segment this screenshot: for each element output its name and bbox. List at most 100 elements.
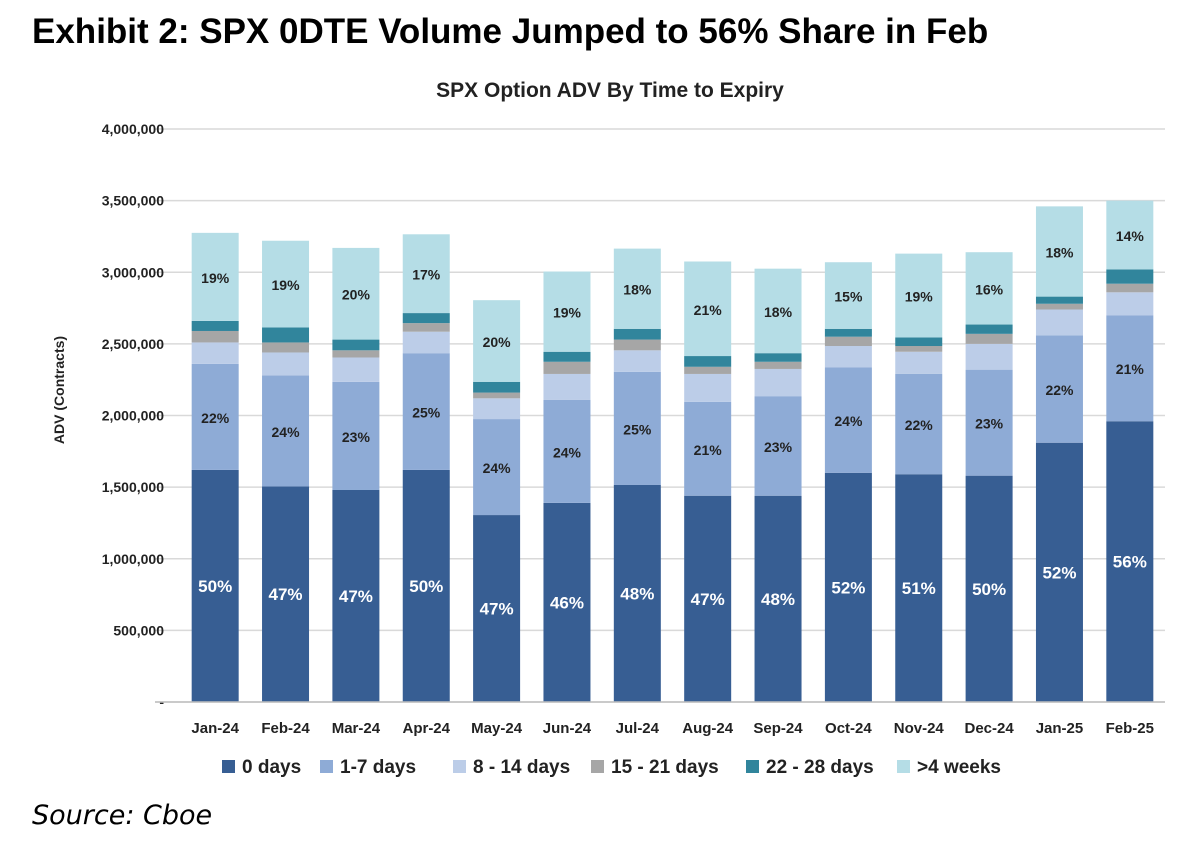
x-tick-label: May-24 xyxy=(471,720,523,737)
bar-segment xyxy=(402,331,450,354)
data-label: 23% xyxy=(342,429,371,445)
bar-segment xyxy=(965,252,1013,325)
y-tick-label: 3,000,000 xyxy=(102,264,164,280)
bar-segment xyxy=(191,320,239,331)
data-label: 16% xyxy=(975,281,1004,297)
x-tick-label: Feb-25 xyxy=(1106,720,1154,737)
bar-segment xyxy=(824,262,872,329)
legend-label: 15 - 21 days xyxy=(611,757,719,778)
data-label: 19% xyxy=(553,305,582,321)
bar-segment xyxy=(754,495,802,702)
bar-segment xyxy=(1035,442,1083,702)
data-label: 47% xyxy=(480,600,514,619)
bar-segment xyxy=(824,367,872,473)
data-label: 47% xyxy=(339,587,373,606)
bar-segment xyxy=(895,346,943,352)
y-tick-label: 1,000,000 xyxy=(102,551,164,567)
x-tick-label: Jun-24 xyxy=(543,720,592,737)
data-label: 18% xyxy=(623,282,652,298)
data-label: 51% xyxy=(902,579,936,598)
bar-segment xyxy=(684,356,732,367)
data-label: 22% xyxy=(1045,382,1074,398)
data-label: 23% xyxy=(975,416,1004,432)
x-tick-label: Sep-24 xyxy=(753,720,803,737)
bar-segment xyxy=(543,351,591,362)
y-tick-label: 1,500,000 xyxy=(102,479,164,495)
bar-segment xyxy=(262,375,310,487)
bar-segment xyxy=(402,353,450,470)
data-label: 22% xyxy=(905,417,934,433)
y-axis-ticks: -500,0001,000,0001,500,0002,000,0002,500… xyxy=(102,121,165,710)
bar-segment xyxy=(613,371,661,485)
data-label: 18% xyxy=(1045,244,1074,260)
x-axis-ticks: Jan-24 Feb-24 Mar-24 Apr-24 May-24 Jun-24 Jul-… xyxy=(155,701,1165,737)
bar-segment xyxy=(684,401,732,496)
y-tick-label: 4,000,000 xyxy=(102,121,164,137)
bar-segment xyxy=(613,339,661,351)
bar-segment xyxy=(473,300,521,382)
data-label: 47% xyxy=(691,590,725,609)
bar-segment xyxy=(824,346,872,368)
data-label: 14% xyxy=(1116,228,1145,244)
bar-segment xyxy=(895,351,943,374)
bar-segment xyxy=(895,253,943,338)
bar-segment xyxy=(613,484,661,702)
data-label: 46% xyxy=(550,593,584,612)
bar-segment xyxy=(895,337,943,347)
y-axis-label: ADV (Contracts) xyxy=(51,336,67,444)
x-tick-label: Feb-24 xyxy=(261,720,310,737)
x-tick-label: Mar-24 xyxy=(332,720,381,737)
bar-segment xyxy=(543,271,591,352)
data-label: 19% xyxy=(201,270,230,286)
data-label: 21% xyxy=(1116,361,1145,377)
bar-segment xyxy=(473,419,521,516)
bar-segment xyxy=(543,399,591,503)
bar-segment xyxy=(1106,292,1154,316)
bar-segment xyxy=(1035,309,1083,336)
bar-segment xyxy=(613,350,661,372)
bar-segment xyxy=(965,333,1013,344)
data-label: 56% xyxy=(1113,553,1147,572)
data-label: 19% xyxy=(272,277,301,293)
bar-segment xyxy=(824,336,872,347)
bar-segment xyxy=(1106,200,1154,270)
legend-label: 22 - 28 days xyxy=(766,757,874,778)
bar-segment xyxy=(402,469,450,702)
bar-segment xyxy=(684,366,732,374)
bar-segment xyxy=(824,472,872,702)
legend-label: >4 weeks xyxy=(917,757,1001,778)
bar-segment xyxy=(402,313,450,324)
x-tick-label: Nov-24 xyxy=(894,720,945,737)
data-label: 15% xyxy=(834,289,863,305)
x-tick-label: Aug-24 xyxy=(682,720,733,737)
bar-segment xyxy=(754,353,802,362)
data-label: 19% xyxy=(905,289,934,305)
bar-segment xyxy=(824,328,872,337)
bar-segment xyxy=(262,486,310,702)
legend: 0 days 1-7 days 8 - 14 days 15 - 21 days 22 … xyxy=(222,757,1001,778)
bar-segment xyxy=(473,392,521,399)
x-tick-label: Jul-24 xyxy=(616,720,660,737)
data-label: 50% xyxy=(198,577,232,596)
data-label: 24% xyxy=(483,460,512,476)
legend-swatch xyxy=(897,760,910,773)
bar-segment xyxy=(1035,206,1083,297)
bar-segment xyxy=(1035,335,1083,443)
bars: 50% 22% 19% 47% 24% 19% 47% 23% 20% 50% 25% 17% 47% 2… xyxy=(191,200,1154,702)
bar-segment xyxy=(754,361,802,369)
bar-segment xyxy=(332,247,380,340)
y-tick-label: 2,000,000 xyxy=(102,408,164,424)
bar-segment xyxy=(1106,269,1154,284)
data-label: 24% xyxy=(272,424,301,440)
bar-segment xyxy=(262,240,310,328)
bar-segment xyxy=(1106,315,1154,422)
data-label: 20% xyxy=(342,287,371,303)
legend-label: 1-7 days xyxy=(340,757,416,778)
x-tick-label: Apr-24 xyxy=(402,720,450,737)
data-label: 21% xyxy=(694,302,723,318)
bar-segment xyxy=(262,327,310,343)
legend-swatch xyxy=(453,760,466,773)
legend-swatch xyxy=(320,760,333,773)
bar-segment xyxy=(613,328,661,340)
legend-label: 8 - 14 days xyxy=(473,757,570,778)
